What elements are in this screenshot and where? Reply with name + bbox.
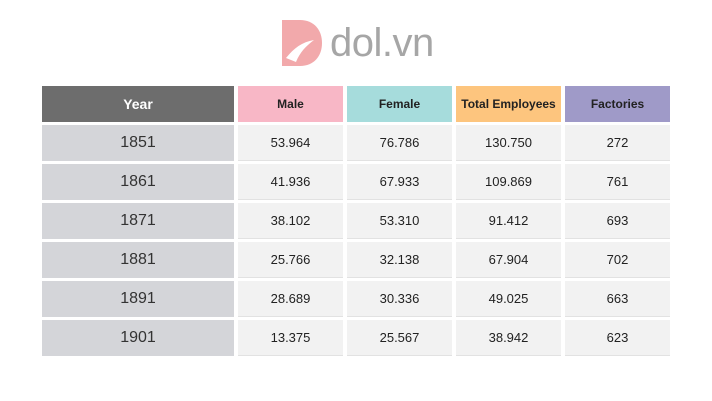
row-header: 1891 [42,281,234,317]
table-cell: 49.025 [456,281,561,317]
table-cell: 761 [565,164,670,200]
table-cell: 53.964 [238,125,343,161]
row-header: 1901 [42,320,234,356]
column-header: Female [347,86,452,122]
table-cell: 693 [565,203,670,239]
table-cell: 38.942 [456,320,561,356]
table-cell: 41.936 [238,164,343,200]
data-table: Year Male Female Total Employees Factories 18… [42,86,670,356]
table-cell: 25.567 [347,320,452,356]
column-header: Total Employees [456,86,561,122]
table-cell: 67.904 [456,242,561,278]
table-cell: 623 [565,320,670,356]
table-cell: 32.138 [347,242,452,278]
row-header: 1861 [42,164,234,200]
table-cell: 272 [565,125,670,161]
table-cell: 663 [565,281,670,317]
row-header: 1851 [42,125,234,161]
logo-icon [282,20,322,66]
logo: dol.vn [280,18,440,68]
table-cell: 53.310 [347,203,452,239]
table-cell: 67.933 [347,164,452,200]
table-cell: 130.750 [456,125,561,161]
table-cell: 76.786 [347,125,452,161]
table-cell: 702 [565,242,670,278]
logo-text: dol.vn [330,21,434,65]
table-cell: 28.689 [238,281,343,317]
row-header: 1871 [42,203,234,239]
table-cell: 30.336 [347,281,452,317]
table-cell: 109.869 [456,164,561,200]
table-cell: 38.102 [238,203,343,239]
column-header: Year [42,86,234,122]
row-header: 1881 [42,242,234,278]
table-cell: 25.766 [238,242,343,278]
table-cell: 13.375 [238,320,343,356]
table-cell: 91.412 [456,203,561,239]
column-header: Male [238,86,343,122]
column-header: Factories [565,86,670,122]
